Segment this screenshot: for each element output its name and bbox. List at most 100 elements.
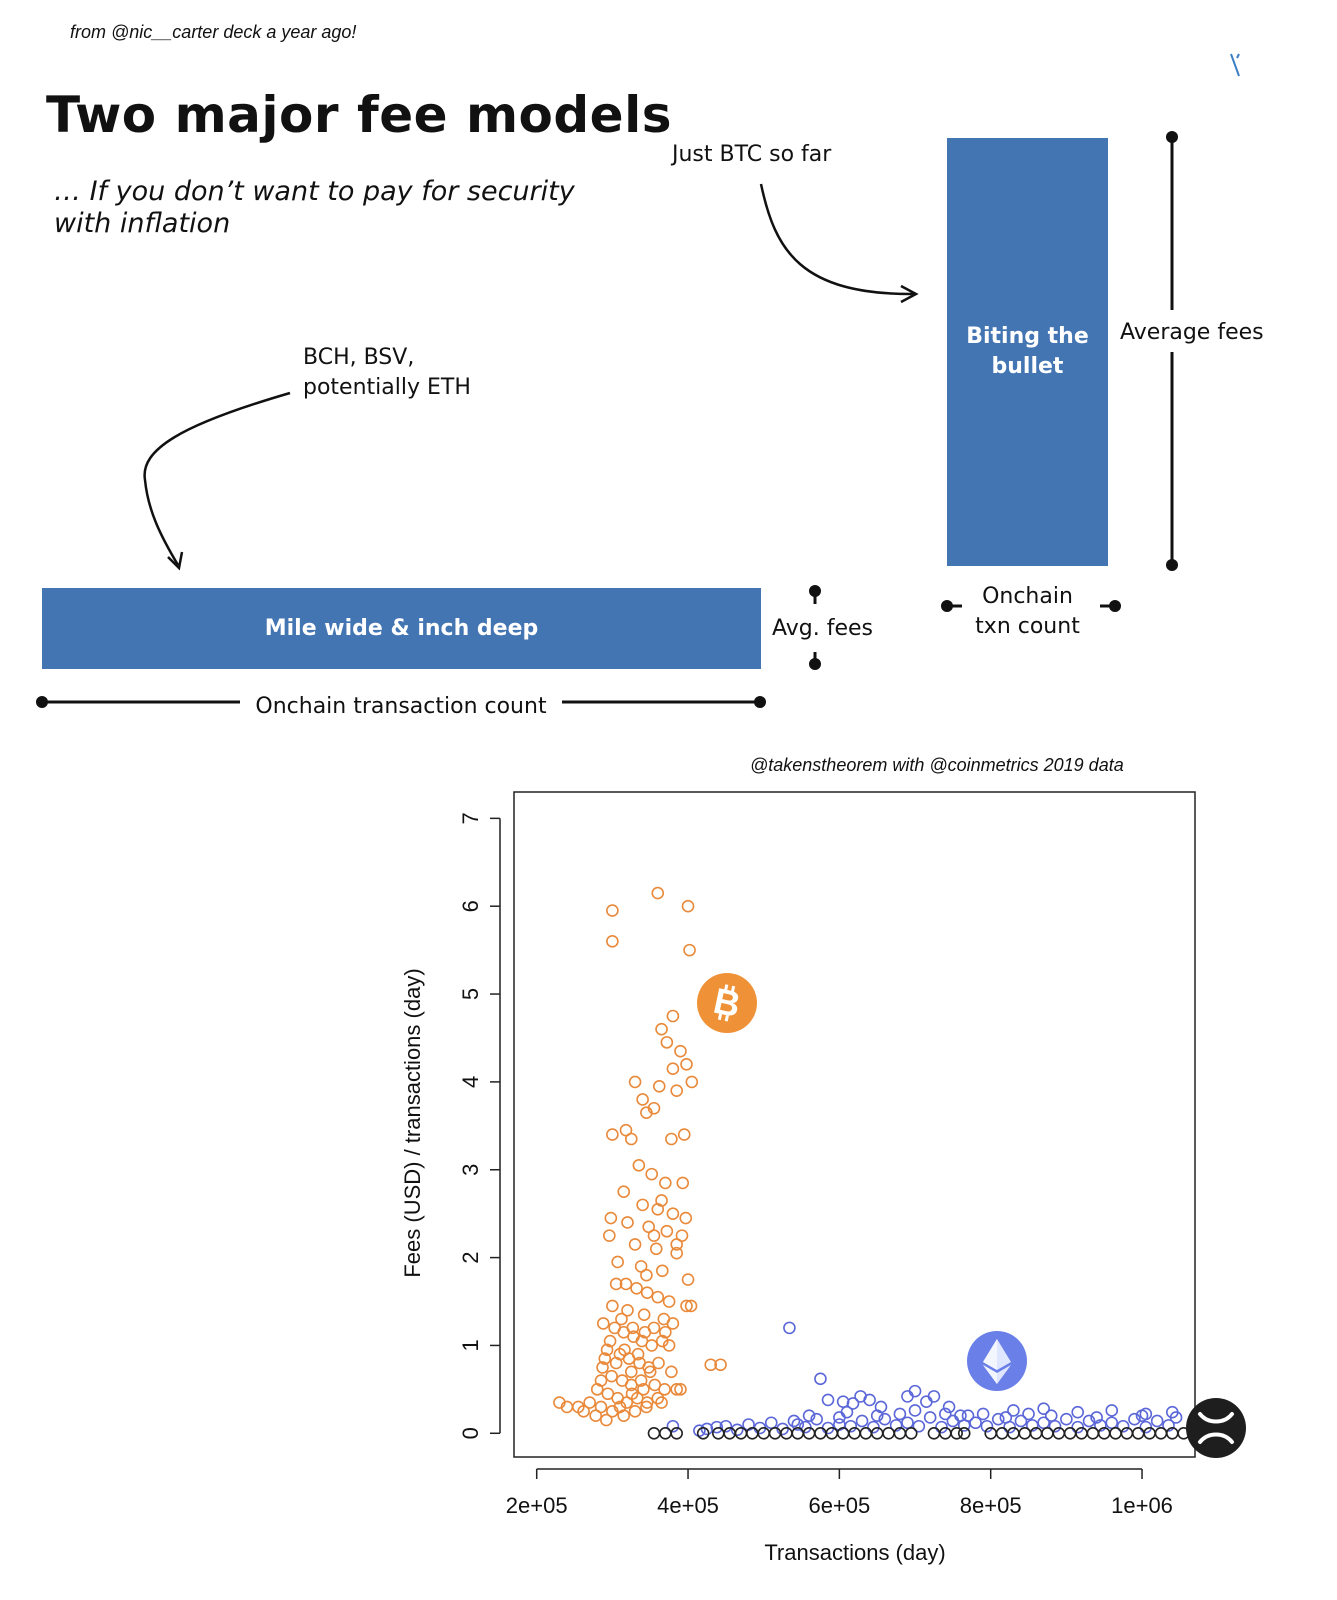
scatter-point xyxy=(660,1224,674,1238)
scatter-point xyxy=(1162,1419,1175,1432)
scatter-point xyxy=(1131,1426,1145,1440)
note-just-btc: Just BTC so far xyxy=(672,142,832,167)
scatter-point xyxy=(594,1374,608,1387)
scatter-point xyxy=(1094,1419,1107,1432)
scatter-point xyxy=(647,1229,661,1242)
y-tick-label: 7 xyxy=(458,812,483,824)
scatter-point xyxy=(656,1264,669,1278)
scatter-point xyxy=(783,1321,796,1335)
slide-subtitle: … If you don’t want to pay for security … xyxy=(54,176,575,239)
scatter-point xyxy=(618,1343,631,1357)
scatter-point xyxy=(681,899,695,913)
scatter-point xyxy=(645,1167,659,1181)
scatter-point xyxy=(640,1400,653,1414)
scatter-point xyxy=(621,1303,634,1317)
scatter-point xyxy=(799,1420,812,1434)
scatter-point xyxy=(685,1075,699,1089)
scatter-point xyxy=(632,1159,646,1172)
scatter-point xyxy=(676,1176,690,1190)
scatter-point xyxy=(1105,1416,1119,1430)
scatter-point xyxy=(677,1128,691,1141)
plot-frame xyxy=(513,791,1196,1458)
scatter-point xyxy=(976,1407,990,1421)
scatter-point xyxy=(589,1409,603,1423)
scatter-point xyxy=(598,1352,612,1365)
x-tick-label: 1e+06 xyxy=(1111,1493,1173,1518)
scatter-point xyxy=(596,1361,609,1374)
scatter-point xyxy=(640,1286,654,1300)
scatter-point xyxy=(1022,1407,1035,1421)
scatter-point xyxy=(957,1426,971,1440)
scatter-point xyxy=(674,1044,687,1058)
scatter-point xyxy=(637,1308,651,1321)
scatter-point xyxy=(619,1277,633,1291)
scatter-point xyxy=(764,1416,778,1430)
scatter-point xyxy=(1169,1411,1183,1424)
scatter-point xyxy=(625,1387,639,1401)
scatter-point xyxy=(636,1198,649,1212)
scatter-point xyxy=(846,1397,860,1410)
scatter-point xyxy=(878,1412,892,1426)
scatter-point xyxy=(606,904,619,917)
x-tick-label: 6e+05 xyxy=(808,1493,870,1518)
scatter-point xyxy=(656,1334,669,1348)
scatter-point xyxy=(634,1374,648,1387)
scatter-point xyxy=(674,1383,687,1396)
scatter-point xyxy=(603,1229,616,1242)
scatter-point xyxy=(912,1419,926,1433)
scatter-point xyxy=(660,1036,674,1049)
scatter-point xyxy=(600,1413,613,1427)
scatter-point xyxy=(711,1426,725,1440)
label-onchain-txn-count: Onchain txn count xyxy=(975,584,1080,639)
onchain-transaction-range xyxy=(36,696,766,708)
xrp-icon xyxy=(1186,1398,1246,1458)
scatter-point xyxy=(1044,1409,1058,1423)
scatter-point xyxy=(617,1185,631,1199)
scatter-point xyxy=(836,1395,850,1408)
scatter-point xyxy=(666,1419,680,1433)
y-axis-label: Fees (USD) / transactions (day) xyxy=(400,968,425,1277)
scatter-point xyxy=(577,1405,590,1418)
scatter-point xyxy=(893,1407,907,1421)
scatter-point xyxy=(600,1343,614,1357)
scatter-point xyxy=(901,1416,914,1430)
scatter-point xyxy=(1086,1426,1100,1440)
scatter-point xyxy=(658,1383,671,1396)
scatter-point xyxy=(609,1277,623,1291)
scatter-point xyxy=(714,1358,727,1372)
label-onchain-transaction-count: Onchain transaction count xyxy=(255,694,547,719)
scatter-point xyxy=(935,1420,948,1434)
scatter-point xyxy=(611,1255,624,1269)
y-tick-label: 4 xyxy=(458,1076,483,1088)
scatter-point xyxy=(662,1339,676,1352)
scatter-point xyxy=(670,1426,683,1440)
scatter-point xyxy=(696,1426,710,1440)
scatter-point xyxy=(969,1416,982,1430)
scatter-point xyxy=(553,1396,566,1409)
scatter-point xyxy=(821,1393,835,1407)
scatter-point xyxy=(659,1176,672,1190)
scatter-point xyxy=(1063,1426,1077,1440)
scatter-point xyxy=(659,1426,672,1440)
scatter-point xyxy=(950,1426,963,1440)
scatter-point xyxy=(655,1194,668,1207)
scatter-point xyxy=(882,1426,895,1440)
scatter-point xyxy=(640,1106,653,1119)
y-tick-label: 1 xyxy=(458,1339,483,1351)
scatter-point xyxy=(613,1400,627,1414)
scatter-point xyxy=(719,1419,733,1433)
scatter-point xyxy=(704,1358,718,1372)
scatter-point xyxy=(681,1273,695,1286)
scatter-point xyxy=(710,1420,724,1434)
scatter-point xyxy=(680,1058,693,1071)
scatter-point xyxy=(628,1075,642,1089)
scatter-point xyxy=(942,1400,956,1414)
scatter-point xyxy=(606,1299,619,1313)
x-axis-label: Transactions (day) xyxy=(764,1540,945,1565)
scatter-point xyxy=(666,1009,680,1023)
y-tick-label: 2 xyxy=(458,1251,483,1263)
scatter-point xyxy=(889,1419,903,1432)
scatter-point xyxy=(680,1299,693,1313)
scatter-point xyxy=(920,1395,933,1408)
scatter-point xyxy=(624,1365,638,1379)
